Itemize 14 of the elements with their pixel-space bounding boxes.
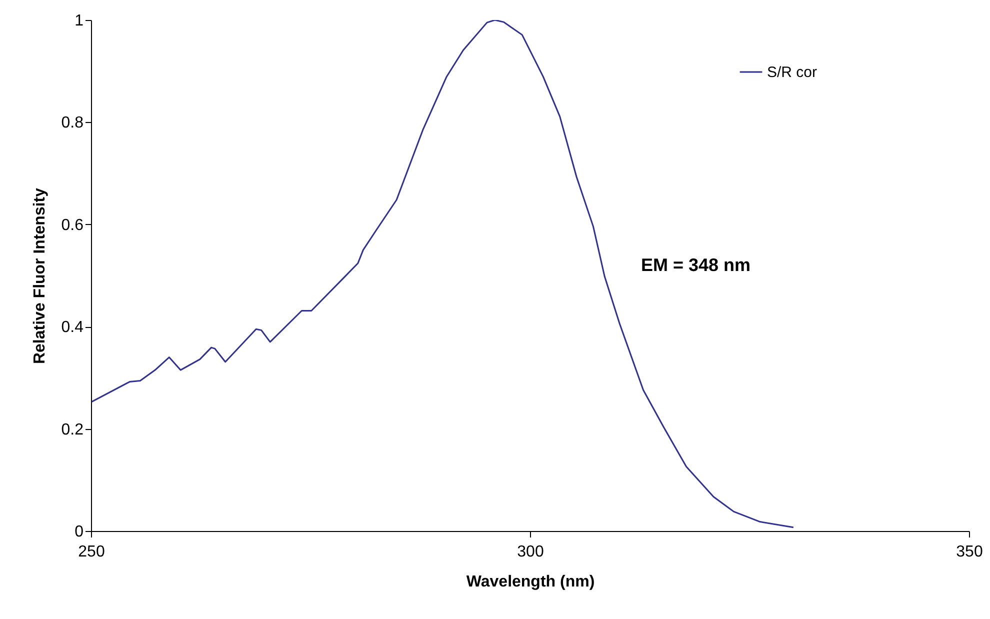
y-tick-label: 0 xyxy=(74,524,84,540)
y-tick-label: 0.6 xyxy=(61,216,84,234)
y-tick-label: 0.2 xyxy=(61,421,84,438)
x-tick-label: 350 xyxy=(956,544,983,560)
y-axis-title: Relative Fluor Intensity xyxy=(31,188,48,364)
y-tick-label: 0.4 xyxy=(61,319,84,336)
line-series xyxy=(91,20,794,528)
y-tick-label: 1 xyxy=(74,12,84,30)
annotation: EM = 348 nm xyxy=(641,255,751,275)
y-tick-label: 0.8 xyxy=(61,114,84,132)
x-axis-title: Wavelength (nm) xyxy=(466,574,595,590)
x-tick-label: 300 xyxy=(517,544,544,560)
x-tick-label: 250 xyxy=(78,544,105,560)
legend-label: S/R cor xyxy=(767,64,818,81)
